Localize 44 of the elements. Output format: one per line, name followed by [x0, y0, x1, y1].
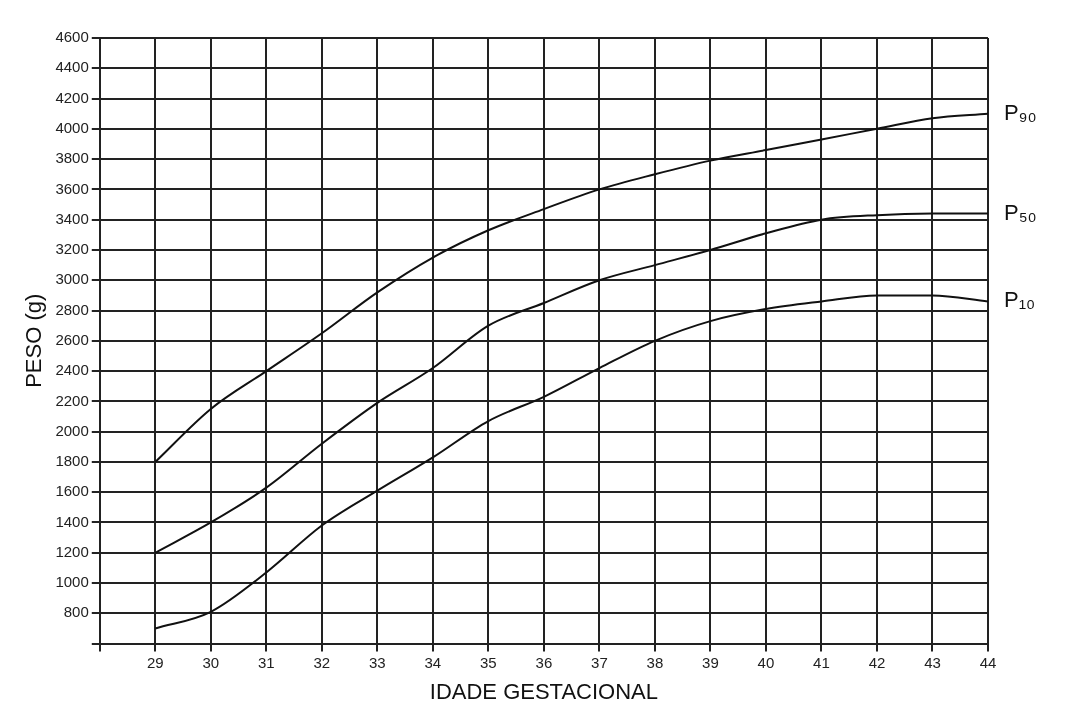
x-tick-label: 36: [535, 653, 553, 671]
x-tick-label: 34: [424, 653, 442, 671]
y-tick-label: 4600: [55, 28, 89, 46]
series-label: P₉₀: [1004, 99, 1037, 125]
x-tick-label: 30: [202, 653, 220, 671]
y-tick-label: 3800: [55, 149, 89, 167]
x-tick-label: 41: [813, 653, 830, 671]
x-tick-label: 29: [146, 653, 164, 671]
line-series: [154, 112, 988, 463]
y-tick-label: 4200: [55, 88, 89, 106]
y-tick-label: 3400: [55, 209, 89, 227]
y-tick-label: 3600: [55, 179, 89, 197]
line-series: [154, 212, 988, 554]
x-tick-label: 35: [480, 653, 497, 671]
x-tick-label: 43: [924, 653, 941, 671]
y-tick-label: 800: [63, 603, 89, 621]
series-label: P₁₀: [1004, 287, 1036, 313]
y-tick-label: 3000: [55, 270, 89, 288]
y-tick-label: 2000: [55, 421, 89, 439]
y-tick-label: 3200: [55, 240, 89, 258]
x-axis-title: IDADE GESTACIONAL: [429, 678, 658, 704]
y-tick-label: 2800: [55, 300, 89, 318]
y-tick-label: 1000: [55, 573, 89, 591]
x-tick-label: 44: [979, 653, 997, 671]
y-tick-label: 2200: [55, 391, 89, 409]
x-tick-label: 40: [757, 653, 775, 671]
y-tick-label: 4000: [55, 118, 89, 136]
y-tick-label: 1400: [55, 512, 89, 530]
x-tick-label: 39: [702, 653, 719, 671]
x-tick-label: 37: [591, 653, 608, 671]
y-tick-label: 1600: [55, 482, 89, 500]
y-axis-title: PESO (g): [21, 293, 47, 388]
y-tick-label: 2600: [55, 330, 89, 348]
y-tick-label: 1800: [55, 452, 89, 470]
y-tick-label: 4400: [55, 58, 89, 76]
x-tick-label: 33: [369, 653, 386, 671]
x-tick-label: 42: [868, 653, 886, 671]
y-tick-label: 2400: [55, 361, 89, 379]
x-tick-label: 31: [257, 653, 275, 671]
x-tick-label: 32: [313, 653, 331, 671]
y-tick-label: 1200: [55, 542, 89, 560]
line-series: [154, 294, 988, 630]
series-label: P₅₀: [1004, 199, 1037, 225]
x-tick-label: 38: [646, 653, 664, 671]
